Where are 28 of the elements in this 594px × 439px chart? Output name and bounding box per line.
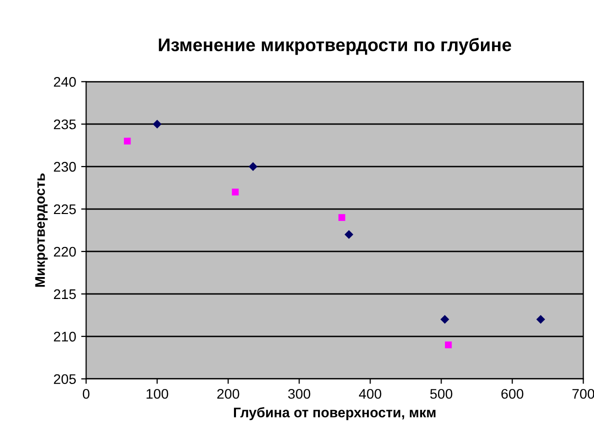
y-tick-label: 230	[54, 162, 76, 172]
point	[444, 341, 452, 348]
x-tick-label: 600	[501, 388, 524, 399]
point	[536, 315, 546, 324]
x-tick-label: 400	[358, 388, 382, 399]
point	[338, 214, 346, 221]
x-axis-title: Глубина от поверхности, мкм	[234, 407, 436, 420]
y-tick-label: 225	[54, 204, 76, 214]
point	[232, 188, 239, 196]
point	[440, 315, 450, 324]
y-tick-label: 235	[54, 119, 76, 130]
y-tick-label: 215	[54, 289, 76, 300]
point	[124, 138, 131, 144]
point	[248, 162, 258, 171]
x-tick-label: 500	[430, 388, 452, 399]
x-tick-label: 100	[146, 388, 168, 399]
y-tick-label: 210	[54, 332, 76, 342]
x-tick-label: 700	[572, 388, 594, 399]
x-tick-label: 200	[217, 388, 240, 399]
chart-title: Изменение микротвердости по глубине	[158, 38, 512, 55]
y-tick-label: 205	[54, 374, 76, 384]
point	[344, 230, 354, 239]
point	[152, 120, 162, 129]
x-tick-label: 0	[82, 388, 90, 399]
y-tick-label: 240	[54, 76, 76, 87]
y-axis-title: Микротвердость	[35, 173, 48, 287]
y-tick-label: 220	[54, 246, 76, 257]
x-tick-label: 300	[288, 388, 310, 399]
